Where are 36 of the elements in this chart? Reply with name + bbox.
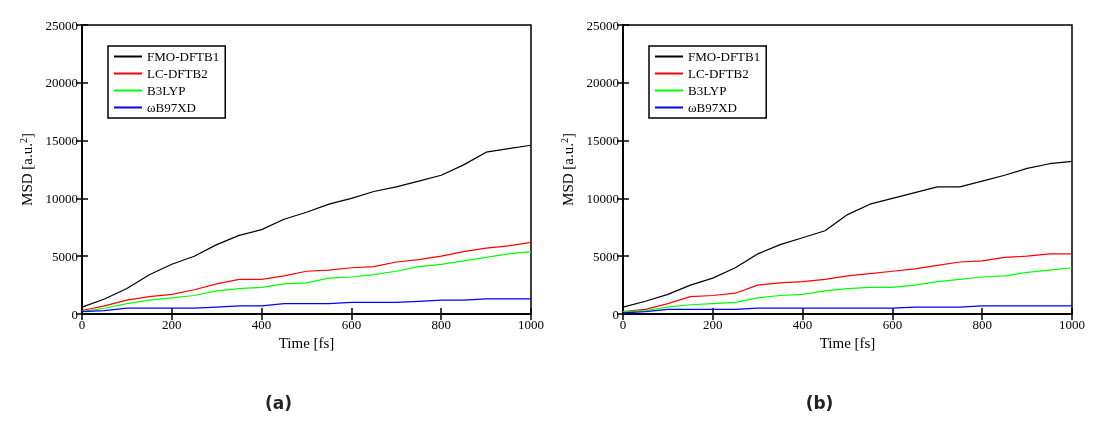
legend-label: ωB97XD: [688, 100, 738, 115]
y-axis-title: MSD [a.u.2]: [558, 133, 576, 206]
y-tick-label: 15000: [586, 133, 619, 149]
x-tick-label: 400: [251, 317, 272, 332]
x-tick-label: 1000: [1059, 317, 1085, 332]
y-tick-label: 10000: [45, 190, 78, 206]
x-axis-title: Time [fs]: [819, 335, 876, 352]
legend-label: LC-DFTB2: [147, 66, 208, 81]
x-tick-label: 600: [882, 317, 903, 332]
legend-label: B3LYP: [147, 83, 186, 98]
y-tick-label: 20000: [586, 75, 619, 91]
x-tick-label: 200: [162, 317, 182, 332]
y-tick-label: 20000: [45, 75, 78, 91]
legend-label: ωB97XD: [147, 100, 197, 115]
y-tick-label: 0: [71, 306, 78, 322]
y-tick-label: 25000: [45, 17, 78, 33]
y-tick-label: 5000: [593, 248, 619, 264]
legend-label: FMO-DFTB1: [688, 49, 761, 64]
y-tick-label: 0: [612, 306, 619, 322]
legend-label: B3LYP: [688, 83, 727, 98]
x-tick-label: 800: [431, 317, 451, 332]
x-tick-label: 400: [792, 317, 813, 332]
y-axis-title: MSD [a.u.2]: [17, 133, 35, 206]
y-tick-label: 5000: [52, 248, 78, 264]
legend-label: LC-DFTB2: [688, 66, 749, 81]
x-tick-label: 800: [972, 317, 992, 332]
y-tick-label: 25000: [586, 17, 619, 33]
y-tick-label: 15000: [45, 133, 78, 149]
x-tick-label: 1000: [518, 317, 544, 332]
x-tick-label: 200: [703, 317, 723, 332]
text: (b): [805, 392, 834, 413]
x-axis-title: Time [fs]: [278, 335, 335, 352]
x-tick-label: 600: [341, 317, 362, 332]
y-tick-label: 10000: [586, 190, 619, 206]
legend-label: FMO-DFTB1: [147, 49, 220, 64]
text: (a): [264, 392, 293, 413]
